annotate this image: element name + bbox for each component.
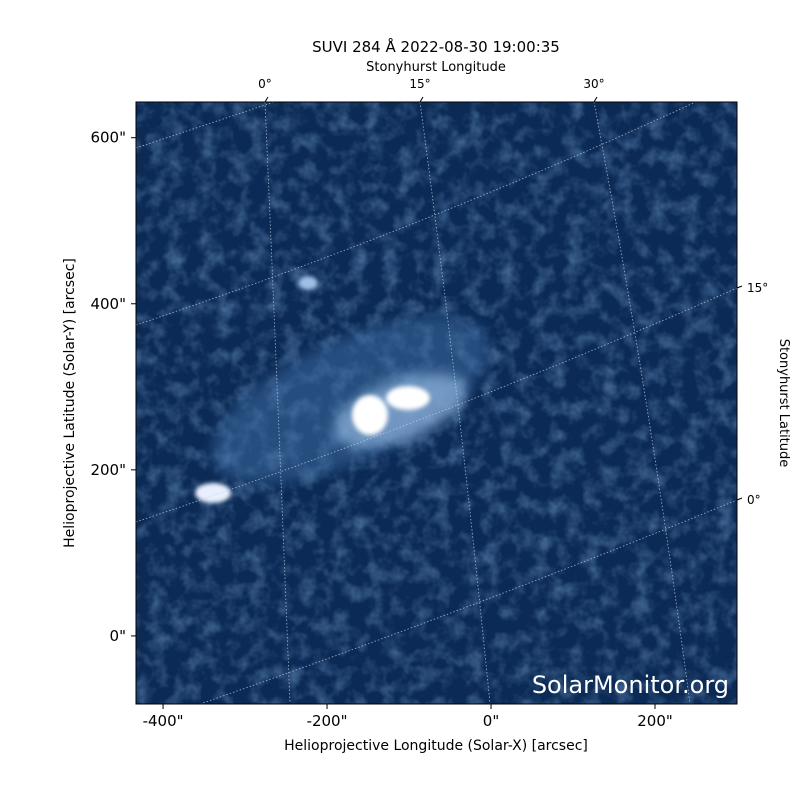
x-tick-label: -400" — [143, 712, 184, 730]
x-tick-label: 0" — [483, 712, 499, 730]
right-tick-label: 0° — [747, 493, 761, 507]
watermark: SolarMonitor.org — [532, 671, 729, 699]
top-tick-label: 0° — [258, 77, 272, 91]
coordinate-grid — [136, 102, 737, 704]
solar-image — [136, 102, 737, 704]
x-tick-label: -200" — [307, 712, 348, 730]
top-tick — [419, 96, 424, 103]
right-tick — [736, 497, 743, 501]
right-tick-label: 15° — [747, 281, 768, 295]
top-axis-label: Stonyhurst Longitude — [366, 60, 506, 75]
chart-title: SUVI 284 Å 2022-08-30 19:00:35 — [312, 37, 560, 56]
top-tick — [593, 96, 598, 103]
y-tick-label: 600" — [90, 129, 126, 147]
top-tick-label: 30° — [583, 77, 604, 91]
x-axis-label: Helioprojective Longitude (Solar-X) [arc… — [284, 738, 588, 754]
x-tick-label: 200" — [637, 712, 673, 730]
right-tick — [736, 285, 743, 289]
top-tick-label: 15° — [409, 77, 430, 91]
plot-frame — [135, 101, 738, 705]
y-axis-label: Helioprojective Latitude (Solar-Y) [arcs… — [62, 258, 78, 548]
right-axis-label: Stonyhurst Latitude — [776, 339, 791, 468]
top-tick — [264, 96, 269, 103]
y-tick-label: 400" — [90, 295, 126, 313]
y-tick-label: 0" — [110, 627, 126, 645]
y-tick-label: 200" — [90, 461, 126, 479]
